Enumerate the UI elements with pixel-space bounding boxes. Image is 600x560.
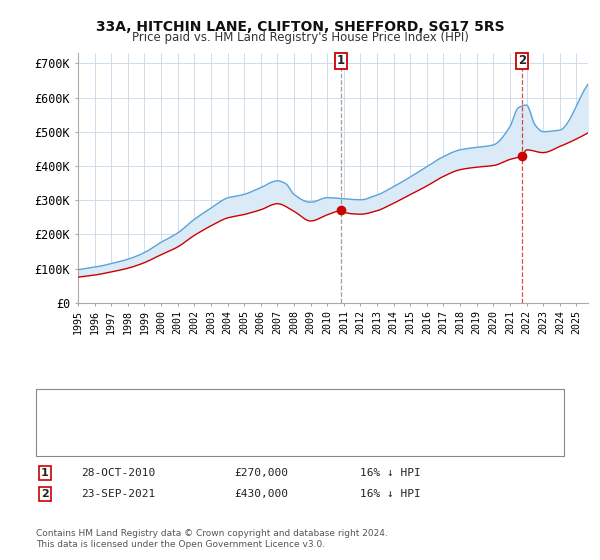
Text: 28-OCT-2010: 28-OCT-2010	[81, 468, 155, 478]
Text: 33A, HITCHIN LANE, CLIFTON, SHEFFORD, SG17 5RS (detached house): 33A, HITCHIN LANE, CLIFTON, SHEFFORD, SG…	[93, 395, 503, 405]
Text: 33A, HITCHIN LANE, CLIFTON, SHEFFORD, SG17 5RS: 33A, HITCHIN LANE, CLIFTON, SHEFFORD, SG…	[95, 20, 505, 34]
Text: 16% ↓ HPI: 16% ↓ HPI	[360, 468, 421, 478]
Text: 16% ↓ HPI: 16% ↓ HPI	[360, 489, 421, 499]
Text: 1: 1	[337, 54, 345, 67]
Text: £270,000: £270,000	[234, 468, 288, 478]
Text: 1: 1	[41, 468, 49, 478]
Text: Price paid vs. HM Land Registry's House Price Index (HPI): Price paid vs. HM Land Registry's House …	[131, 31, 469, 44]
Text: 2: 2	[41, 489, 49, 499]
Text: 23-SEP-2021: 23-SEP-2021	[81, 489, 155, 499]
Text: 2: 2	[518, 54, 526, 67]
Text: £430,000: £430,000	[234, 489, 288, 499]
Text: Contains HM Land Registry data © Crown copyright and database right 2024.
This d: Contains HM Land Registry data © Crown c…	[36, 529, 388, 549]
Text: HPI: Average price, detached house, Central Bedfordshire: HPI: Average price, detached house, Cent…	[93, 437, 457, 447]
